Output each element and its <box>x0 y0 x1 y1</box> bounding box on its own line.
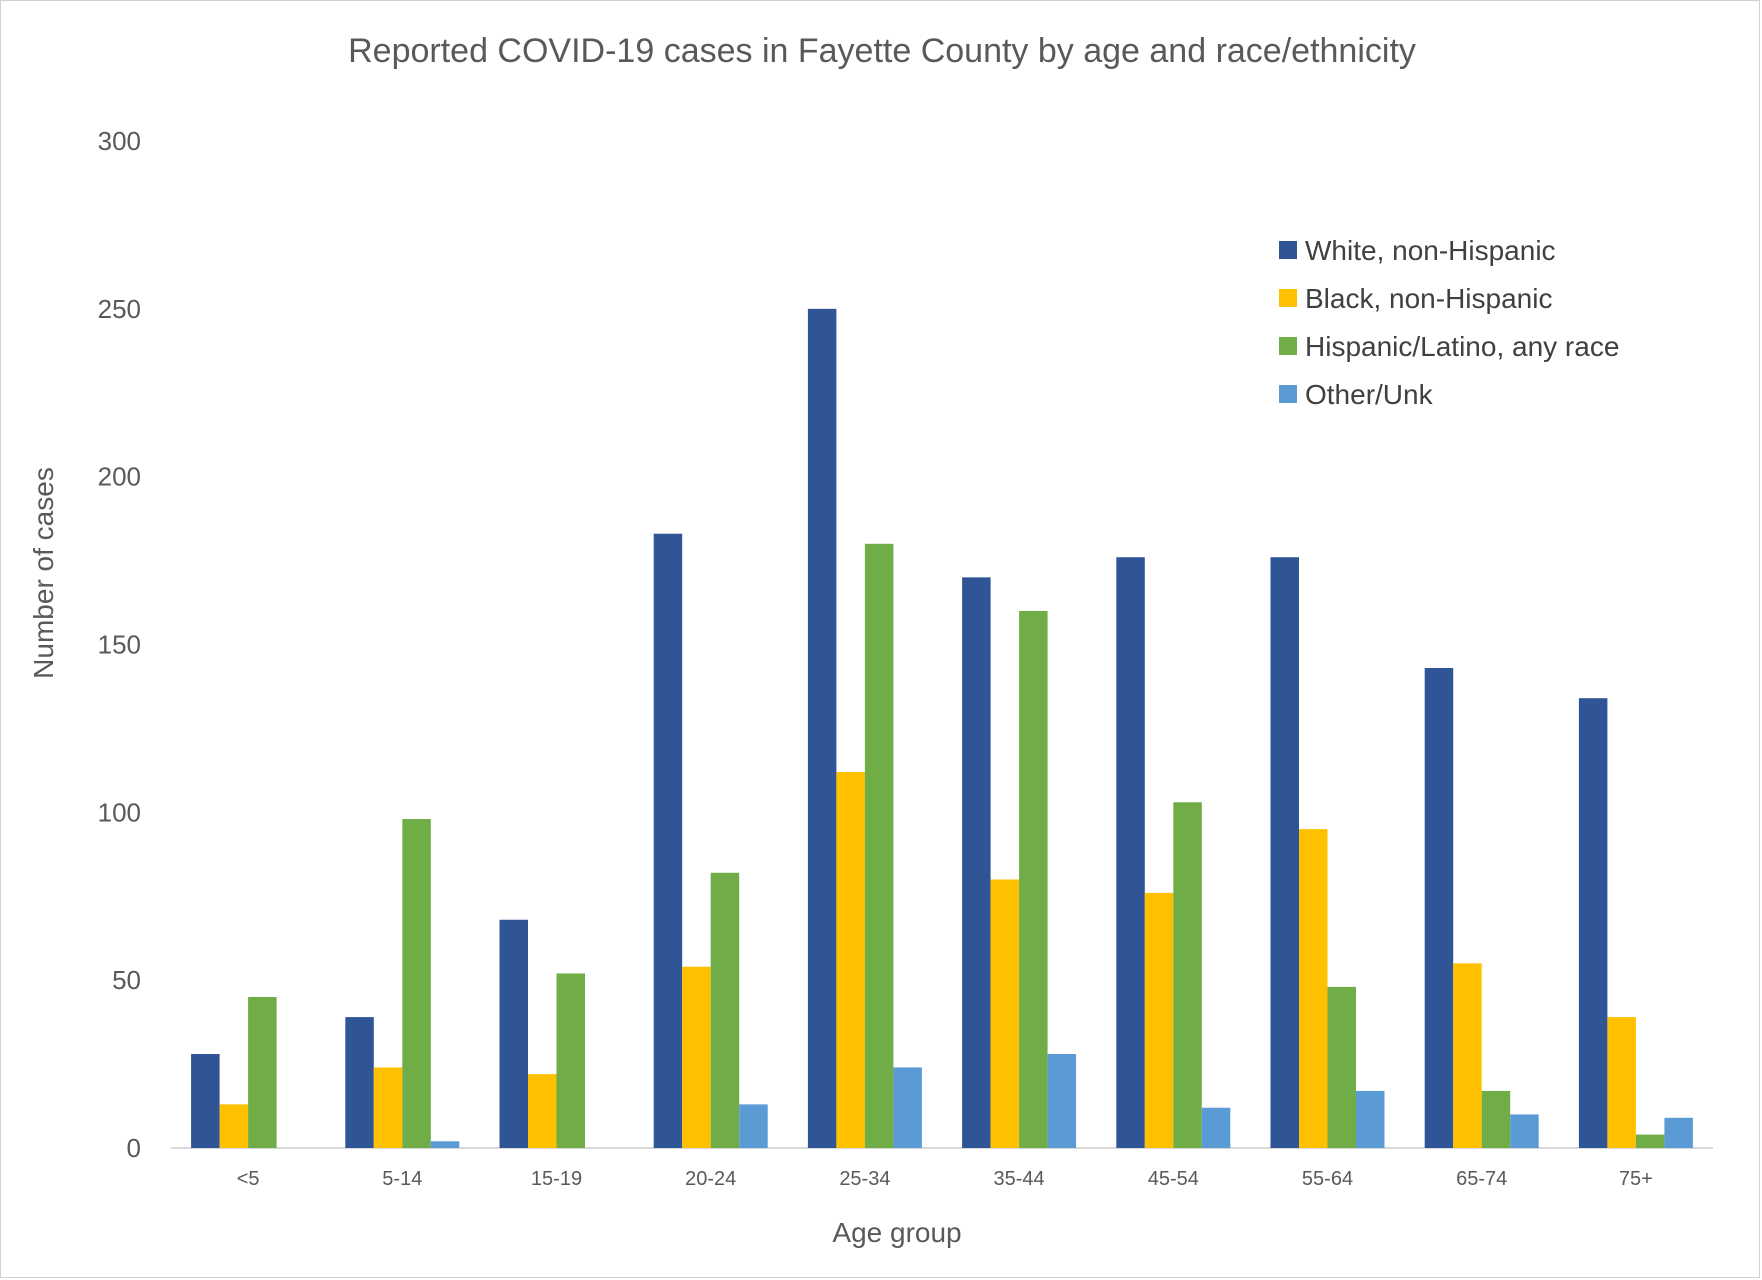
y-tick-label: 250 <box>98 294 141 324</box>
legend-label: White, non-Hispanic <box>1305 235 1556 266</box>
bar <box>653 533 683 1148</box>
bar <box>710 872 740 1148</box>
legend-swatch <box>1279 241 1297 259</box>
bar <box>1019 610 1048 1148</box>
bar <box>1635 1134 1665 1148</box>
bar <box>430 1141 460 1148</box>
bar <box>962 577 991 1148</box>
bar <box>1607 1017 1636 1148</box>
legend-label: Hispanic/Latino, any race <box>1305 331 1619 362</box>
bar <box>893 1067 922 1148</box>
bar <box>1481 1090 1511 1148</box>
x-tick-label: 25-34 <box>839 1168 890 1190</box>
bar <box>1299 829 1328 1148</box>
bar <box>248 996 277 1148</box>
bar <box>528 1074 557 1148</box>
y-tick-label: 200 <box>98 462 141 492</box>
bars <box>191 308 1693 1148</box>
bar <box>345 1017 374 1148</box>
y-axis-label: Number of cases <box>28 467 59 679</box>
x-tick-label: 20-24 <box>685 1168 736 1190</box>
bar <box>836 772 865 1148</box>
bar <box>373 1067 403 1148</box>
bar <box>1116 557 1145 1148</box>
bar <box>1270 557 1299 1148</box>
legend-swatch <box>1279 289 1297 307</box>
chart-title: Reported COVID-19 cases in Fayette Count… <box>348 32 1416 70</box>
x-axis-ticks: <5 5-14 15-19 20-24 25-34 35-44 45-54 55-64 65-7… <box>237 1168 1653 1190</box>
x-tick-label: <5 <box>237 1168 260 1190</box>
bar <box>739 1104 768 1148</box>
y-tick-label: 0 <box>127 1133 141 1163</box>
bar <box>1144 892 1174 1148</box>
bar <box>219 1104 249 1148</box>
bar <box>1047 1054 1077 1148</box>
bar <box>864 543 894 1148</box>
legend-swatch <box>1279 385 1297 403</box>
bar <box>990 879 1020 1148</box>
bar <box>1664 1117 1693 1148</box>
bar <box>1356 1090 1385 1148</box>
bar <box>556 973 585 1148</box>
x-tick-label: 75+ <box>1619 1168 1653 1190</box>
legend-swatch <box>1279 337 1297 355</box>
legend: White, non-Hispanic Black, non-Hispanic Hi… <box>1279 235 1619 410</box>
x-tick-label: 65-74 <box>1456 1168 1507 1190</box>
x-tick-label: 35-44 <box>994 1168 1045 1190</box>
x-tick-label: 45-54 <box>1148 1168 1199 1190</box>
y-tick-label: 100 <box>98 797 141 827</box>
bar <box>1327 986 1356 1148</box>
bar <box>1424 667 1454 1148</box>
x-axis-label: Age group <box>832 1217 961 1248</box>
y-tick-label: 50 <box>112 965 141 995</box>
bar <box>191 1054 220 1148</box>
legend-label: Black, non-Hispanic <box>1305 283 1552 314</box>
bar <box>1201 1107 1231 1148</box>
bar <box>1173 802 1202 1148</box>
legend-label: Other/Unk <box>1305 379 1434 410</box>
bar <box>1510 1114 1539 1148</box>
y-axis-ticks: 0 50 100 150 200 250 300 <box>98 126 141 1163</box>
bar <box>1578 698 1608 1148</box>
x-tick-label: 15-19 <box>531 1168 582 1190</box>
bar <box>499 919 528 1148</box>
y-tick-label: 150 <box>98 630 141 660</box>
bar <box>807 308 837 1148</box>
bar <box>402 819 431 1148</box>
x-tick-label: 5-14 <box>382 1168 422 1190</box>
bar <box>682 966 711 1148</box>
y-tick-label: 300 <box>98 126 141 156</box>
bar <box>1453 963 1482 1148</box>
x-tick-label: 55-64 <box>1302 1168 1353 1190</box>
